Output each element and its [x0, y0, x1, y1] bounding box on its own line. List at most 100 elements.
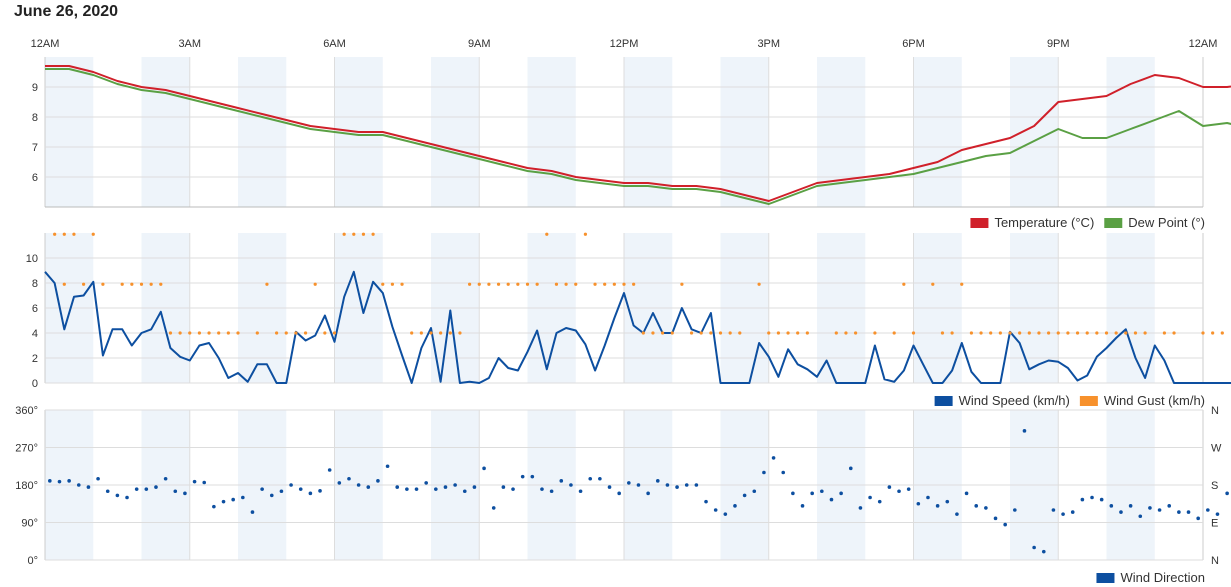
wind-direction-point [173, 489, 178, 494]
wind-direction-point [549, 489, 554, 494]
wind-gust-point [439, 331, 443, 335]
wind-gust-point [53, 232, 57, 236]
wind-direction-point [289, 483, 293, 487]
time-label: 9AM [468, 38, 491, 50]
wind-gust-point [1075, 331, 1080, 335]
wind-direction-point [1080, 497, 1085, 502]
wind-gust-point [767, 331, 771, 335]
wind-direction-point [1099, 497, 1104, 502]
wind-direction-point [125, 495, 129, 500]
wind-direction-point [733, 504, 737, 508]
wind-gust-point [998, 331, 1002, 335]
wind-direction-point [511, 487, 515, 491]
wind-direction-point [48, 479, 52, 483]
wind-gust-point [178, 331, 182, 335]
legend-label: Temperature (°C) [994, 215, 1094, 230]
compass-label: E [1211, 518, 1218, 530]
wind-gust-point [738, 331, 742, 335]
wind-gust-point [477, 282, 481, 286]
wind-gust-point [805, 331, 809, 335]
wind-gust-point [1162, 331, 1166, 335]
wind-direction-point [260, 487, 264, 491]
wind-direction-point [916, 501, 921, 506]
wind-direction-point [752, 489, 757, 494]
wind-gust-point [670, 331, 674, 335]
wind-direction-point [298, 487, 303, 491]
wind-gust-point [1085, 331, 1089, 335]
legend-swatch [1104, 218, 1123, 228]
wind-gust-point [1201, 331, 1205, 335]
wind-gust-point [361, 232, 366, 236]
wind-gust-point [130, 282, 134, 286]
wind-direction-point [279, 489, 284, 494]
wind-gust-point [62, 232, 66, 236]
wind-direction-point [1051, 508, 1056, 512]
wind-direction-point [1013, 508, 1017, 512]
legend-swatch [1079, 396, 1098, 406]
wind-gust-point [593, 282, 597, 286]
wind-gust-point [545, 232, 549, 236]
wind-gust-point [226, 331, 230, 335]
wind-direction-point [877, 499, 882, 504]
wind-gust-point [680, 282, 684, 286]
legend-swatch [1096, 573, 1115, 583]
legend-swatch [970, 218, 989, 228]
wind-direction-point [501, 485, 506, 489]
wind-direction-point [1032, 545, 1036, 550]
wind-direction-point [192, 479, 197, 484]
time-label: 6AM [323, 38, 346, 50]
wind-direction-point [57, 479, 62, 484]
wind-gust-point [400, 282, 404, 286]
wind-direction-point [327, 468, 332, 472]
wind-direction-point [241, 495, 245, 500]
wind-direction-point [76, 483, 81, 487]
wind-gust-point [188, 331, 192, 335]
wind-direction-point [684, 483, 689, 487]
wind-direction-point [1177, 510, 1181, 514]
wind-direction-point [366, 485, 371, 489]
wind-gust-point [506, 282, 510, 286]
temperature-line [45, 65, 1231, 202]
hour-band [913, 57, 962, 207]
hour-band [238, 57, 287, 207]
y-tick-label: 270° [15, 443, 38, 455]
wind-direction-point [897, 489, 901, 494]
wind-gust-point [844, 331, 848, 335]
wind-gust-point [641, 331, 645, 335]
wind-direction-point [414, 487, 419, 491]
wind-gust-point [796, 331, 800, 335]
wind-gust-point [168, 331, 173, 335]
y-tick-label: 90° [21, 518, 38, 530]
wind-direction-point [569, 483, 573, 487]
wind-direction-point [1070, 510, 1075, 514]
wind-direction-point [839, 491, 843, 496]
legend-swatch [934, 396, 953, 406]
hour-band [431, 57, 480, 207]
wind-direction-point [434, 487, 438, 491]
wind-direction-point [482, 466, 486, 471]
wind-gust-point [1172, 331, 1176, 335]
wind-gust-point [603, 282, 607, 286]
wind-direction-point [337, 481, 342, 485]
wind-direction-point [1206, 508, 1210, 512]
y-tick-label: 0° [27, 555, 38, 567]
wind-direction-point [607, 485, 612, 489]
wind-direction-point [955, 512, 959, 516]
wind-gust-point [892, 331, 896, 335]
hour-band [141, 57, 190, 207]
wind-direction-point [1022, 429, 1027, 433]
compass-label: S [1211, 480, 1218, 492]
wind-gust-point [718, 331, 723, 335]
wind-gust-point [1124, 331, 1128, 335]
wind-direction-point [472, 485, 477, 489]
wind-gust-point [728, 331, 732, 335]
wind-direction-point [540, 487, 544, 491]
wind-direction-point [231, 497, 235, 502]
wind-direction-point [1157, 508, 1162, 512]
wind-gust-point [1220, 331, 1224, 335]
wind-gust-point [854, 331, 858, 335]
wind-direction-point [858, 506, 863, 510]
wind-direction-point [405, 487, 409, 491]
wind-gust-point [419, 331, 423, 335]
